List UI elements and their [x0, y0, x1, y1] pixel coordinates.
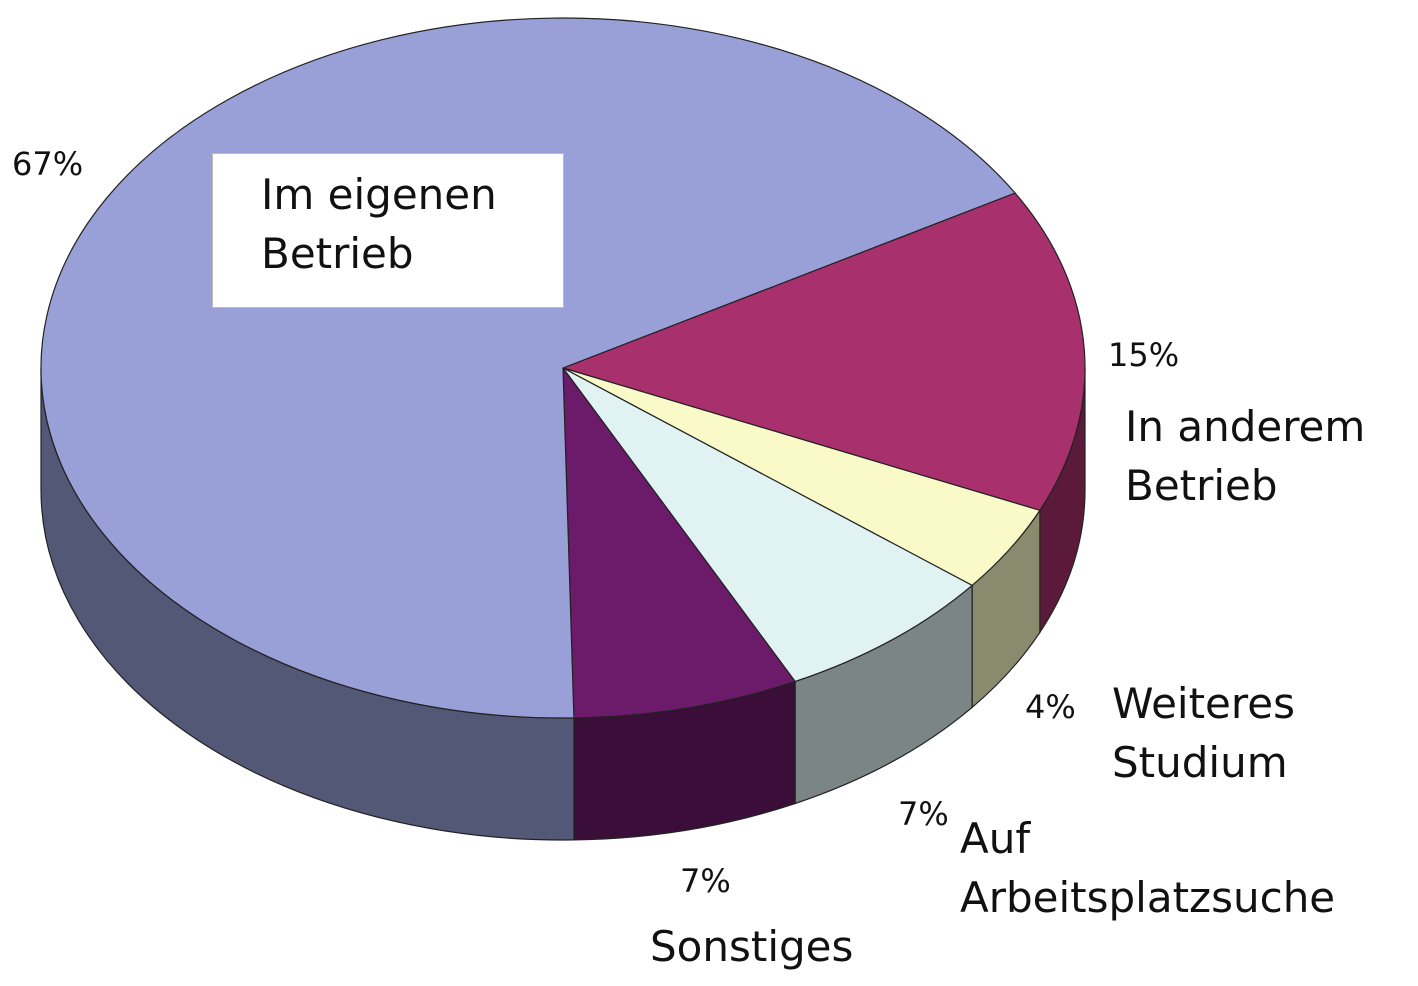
value-label: 4%: [1025, 688, 1076, 726]
category-label: Sonstiges: [650, 922, 854, 971]
category-label: Im eigenen Betrieb: [212, 153, 564, 308]
category-label: In anderem Betrieb: [1125, 402, 1366, 510]
slice: [562, 366, 797, 719]
value-label: 67%: [12, 145, 84, 183]
value-label: 7%: [680, 862, 731, 900]
slice: [561, 192, 1086, 512]
tops: [40, 17, 1086, 719]
value-label: 7%: [898, 795, 949, 833]
slice: [562, 367, 974, 683]
category-label: Weiteres Studium: [1112, 679, 1295, 787]
category-label: Auf Arbeitsplatzsuche: [960, 814, 1336, 922]
value-label: 15%: [1108, 336, 1180, 374]
sides: [40, 367, 1086, 841]
